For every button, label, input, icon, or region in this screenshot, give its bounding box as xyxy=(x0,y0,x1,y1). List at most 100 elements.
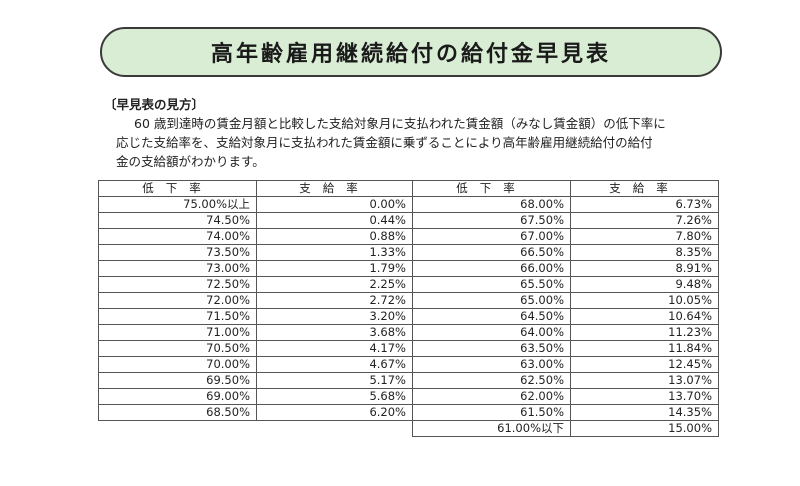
reduction-rate-cell: 61.50% xyxy=(412,404,571,421)
payment-rate-cell: 4.17% xyxy=(256,340,413,357)
table-row: 65.50% 9.48% xyxy=(412,276,719,293)
table-header-row: 低下率 支給率 xyxy=(98,180,413,197)
header-reduction-rate: 低下率 xyxy=(412,180,571,197)
table-row: 71.50% 3.20% xyxy=(98,308,413,325)
reduction-rate-cell: 73.00% xyxy=(98,260,257,277)
payment-rate-cell: 5.17% xyxy=(256,372,413,389)
payment-rate-cell: 1.33% xyxy=(256,244,413,261)
table-row: 62.50% 13.07% xyxy=(412,372,719,389)
payment-rate-cell: 12.45% xyxy=(570,356,719,373)
table-row: 68.50% 6.20% xyxy=(98,404,413,421)
payment-rate-cell: 8.91% xyxy=(570,260,719,277)
payment-rate-cell: 10.64% xyxy=(570,308,719,325)
description-line-2: 応じた支給率を、支給対象月に支払われた賃金額に乗ずることにより高年齢雇用継続給付… xyxy=(116,135,653,150)
payment-rate-cell: 3.20% xyxy=(256,308,413,325)
table-row: 64.00% 11.23% xyxy=(412,324,719,341)
payment-rate-cell: 7.80% xyxy=(570,228,719,245)
table-row: 61.00%以下 15.00% xyxy=(412,420,719,437)
table-row: 66.00% 8.91% xyxy=(412,260,719,277)
payment-rate-cell: 2.72% xyxy=(256,292,413,309)
reduction-rate-cell: 68.00% xyxy=(412,196,571,213)
reduction-rate-cell: 65.50% xyxy=(412,276,571,293)
header-payment-rate: 支給率 xyxy=(570,180,719,197)
payment-rate-cell: 4.67% xyxy=(256,356,413,373)
table-row: 72.00% 2.72% xyxy=(98,292,413,309)
reduction-rate-cell: 63.00% xyxy=(412,356,571,373)
payment-rate-cell: 2.25% xyxy=(256,276,413,293)
reduction-rate-cell: 66.00% xyxy=(412,260,571,277)
page-title: 高年齢雇用継続給付の給付金早見表 xyxy=(210,42,611,67)
reduction-rate-cell: 71.50% xyxy=(98,308,257,325)
reduction-rate-cell: 65.00% xyxy=(412,292,571,309)
reduction-rate-cell: 73.50% xyxy=(98,244,257,261)
reduction-rate-cell: 67.00% xyxy=(412,228,571,245)
payment-rate-cell: 0.88% xyxy=(256,228,413,245)
payment-rate-cell: 0.00% xyxy=(256,196,413,213)
table-row: 69.50% 5.17% xyxy=(98,372,413,389)
payment-rate-cell: 11.84% xyxy=(570,340,719,357)
rate-table-left: 低下率 支給率 75.00%以上 0.00% 74.50% 0.44% 74.00% 0.… xyxy=(98,180,413,421)
reduction-rate-cell: 72.00% xyxy=(98,292,257,309)
header-reduction-rate: 低下率 xyxy=(98,180,257,197)
table-row: 75.00%以上 0.00% xyxy=(98,196,413,213)
table-row: 73.50% 1.33% xyxy=(98,244,413,261)
reduction-rate-cell: 71.00% xyxy=(98,324,257,341)
reduction-rate-cell: 61.00%以下 xyxy=(412,420,571,437)
description-line-1: 60 歳到達時の賃金月額と比較した支給対象月に支払われた賃金額（みなし賃金額）の… xyxy=(134,116,666,131)
table-row: 63.50% 11.84% xyxy=(412,340,719,357)
table-row: 70.00% 4.67% xyxy=(98,356,413,373)
reduction-rate-cell: 67.50% xyxy=(412,212,571,229)
section-heading: 〔早見表の見方〕 xyxy=(104,97,205,112)
reduction-rate-cell: 69.50% xyxy=(98,372,257,389)
payment-rate-cell: 13.70% xyxy=(570,388,719,405)
table-row: 68.00% 6.73% xyxy=(412,196,719,213)
payment-rate-cell: 10.05% xyxy=(570,292,719,309)
table-row: 67.50% 7.26% xyxy=(412,212,719,229)
payment-rate-cell: 9.48% xyxy=(570,276,719,293)
reduction-rate-cell: 69.00% xyxy=(98,388,257,405)
payment-rate-cell: 14.35% xyxy=(570,404,719,421)
table-row: 64.50% 10.64% xyxy=(412,308,719,325)
reduction-rate-cell: 64.00% xyxy=(412,324,571,341)
payment-rate-cell: 5.68% xyxy=(256,388,413,405)
table-row: 72.50% 2.25% xyxy=(98,276,413,293)
description-line-3: 金の支給額がわかります。 xyxy=(116,154,265,169)
reduction-rate-cell: 72.50% xyxy=(98,276,257,293)
reduction-rate-cell: 74.00% xyxy=(98,228,257,245)
payment-rate-cell: 13.07% xyxy=(570,372,719,389)
table-row: 74.00% 0.88% xyxy=(98,228,413,245)
reduction-rate-cell: 74.50% xyxy=(98,212,257,229)
payment-rate-cell: 15.00% xyxy=(570,420,719,437)
reduction-rate-cell: 68.50% xyxy=(98,404,257,421)
reduction-rate-cell: 64.50% xyxy=(412,308,571,325)
table-row: 61.50% 14.35% xyxy=(412,404,719,421)
table-row: 65.00% 10.05% xyxy=(412,292,719,309)
reduction-rate-cell: 62.50% xyxy=(412,372,571,389)
reduction-rate-cell: 70.50% xyxy=(98,340,257,357)
table-header-row: 低下率 支給率 xyxy=(412,180,719,197)
reduction-rate-cell: 66.50% xyxy=(412,244,571,261)
table-row: 62.00% 13.70% xyxy=(412,388,719,405)
payment-rate-cell: 11.23% xyxy=(570,324,719,341)
table-row: 63.00% 12.45% xyxy=(412,356,719,373)
table-row: 66.50% 8.35% xyxy=(412,244,719,261)
table-row: 74.50% 0.44% xyxy=(98,212,413,229)
table-row: 67.00% 7.80% xyxy=(412,228,719,245)
payment-rate-cell: 1.79% xyxy=(256,260,413,277)
table-row: 73.00% 1.79% xyxy=(98,260,413,277)
payment-rate-cell: 6.73% xyxy=(570,196,719,213)
payment-rate-cell: 8.35% xyxy=(570,244,719,261)
payment-rate-cell: 0.44% xyxy=(256,212,413,229)
table-row: 70.50% 4.17% xyxy=(98,340,413,357)
header-payment-rate: 支給率 xyxy=(256,180,413,197)
reduction-rate-cell: 70.00% xyxy=(98,356,257,373)
reduction-rate-cell: 63.50% xyxy=(412,340,571,357)
payment-rate-cell: 3.68% xyxy=(256,324,413,341)
table-row: 69.00% 5.68% xyxy=(98,388,413,405)
reduction-rate-cell: 62.00% xyxy=(412,388,571,405)
payment-rate-cell: 7.26% xyxy=(570,212,719,229)
payment-rate-cell: 6.20% xyxy=(256,404,413,421)
reduction-rate-cell: 75.00%以上 xyxy=(98,196,257,213)
description: 60 歳到達時の賃金月額と比較した支給対象月に支払われた賃金額（みなし賃金額）の… xyxy=(116,114,728,171)
table-row: 71.00% 3.68% xyxy=(98,324,413,341)
